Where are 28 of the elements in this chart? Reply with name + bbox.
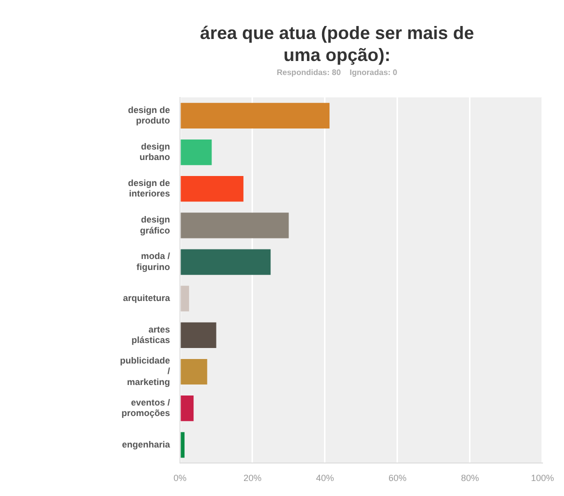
- bar: [180, 432, 185, 458]
- bar: [180, 396, 194, 422]
- bar: [180, 102, 330, 128]
- chart-subtitle: Respondidas: 80 Ignoradas: 0: [276, 68, 398, 77]
- bar: [180, 139, 212, 166]
- y-tick-label: design gráfico: [140, 214, 170, 236]
- x-tick-label: 20%: [243, 473, 262, 484]
- y-tick-label: artes plásticas: [131, 324, 170, 346]
- bar: [180, 358, 208, 385]
- x-tick-label: 60%: [388, 473, 406, 484]
- y-tick-label: design urbano: [140, 141, 170, 162]
- x-tick-label: 0%: [173, 473, 187, 484]
- bar: [180, 322, 216, 348]
- y-tick-label: design de produto: [128, 104, 170, 126]
- y-tick-label: eventos / promoções: [121, 397, 170, 418]
- bar: [180, 212, 289, 238]
- bar: [180, 286, 190, 312]
- chart-title: área que atua (pode ser mais de uma opção):: [198, 22, 476, 66]
- y-tick-label: moda / figurino: [136, 251, 170, 272]
- x-tick-label: 40%: [316, 473, 334, 484]
- x-tick-label: 100%: [530, 473, 554, 484]
- bar: [180, 249, 271, 275]
- y-tick-label: engenharia: [122, 439, 171, 450]
- bar: [180, 176, 244, 202]
- y-tick-label: arquitetura: [122, 293, 171, 304]
- y-tick-label: design de interiores: [128, 178, 170, 199]
- x-tick-label: 80%: [460, 473, 479, 484]
- y-tick-label: publicidade / marketing: [120, 355, 170, 388]
